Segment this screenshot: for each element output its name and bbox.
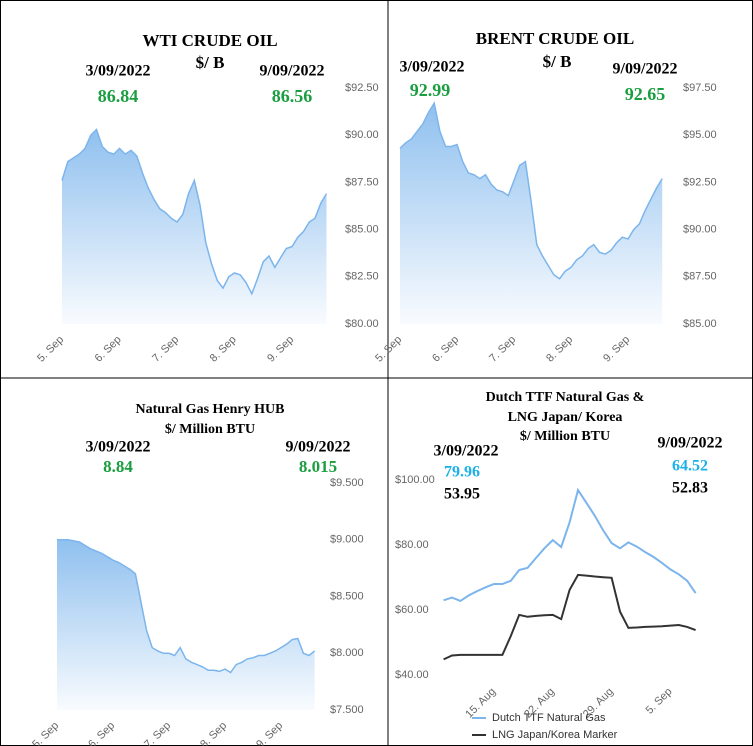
y-tick-label: $9.000: [330, 534, 364, 546]
annotation: 9/09/2022: [613, 61, 678, 78]
line: [443, 573, 696, 661]
x-tick-label: 6. Sep: [86, 720, 117, 746]
annotation: 8.015: [299, 457, 337, 476]
line: [443, 487, 697, 603]
area: [57, 539, 315, 710]
y-tick-label: $92.50: [683, 176, 717, 188]
x-tick-label: 6. Sep: [430, 334, 461, 365]
y-tick-label: $8.000: [330, 647, 364, 659]
chart-title: Dutch TTF Natural Gas &: [486, 390, 645, 405]
annotation: 3/09/2022: [86, 63, 151, 80]
y-tick-label: $92.50: [345, 82, 379, 94]
annotation: 64.52: [672, 458, 708, 475]
y-tick-label: $8.500: [330, 590, 364, 602]
area: [400, 103, 663, 324]
line: [61, 128, 328, 296]
y-tick-label: $90.00: [683, 224, 717, 236]
x-tick-label: 8. Sep: [208, 334, 239, 365]
chart-title: $/ Million BTU: [165, 422, 255, 437]
y-tick-label: $100.00: [395, 474, 435, 486]
x-tick-label: 9. Sep: [601, 334, 632, 365]
x-tick-label: 8. Sep: [544, 334, 575, 365]
annotation: 3/09/2022: [86, 439, 151, 456]
annotation: 9/09/2022: [260, 63, 325, 80]
annotation: 79.96: [444, 464, 480, 481]
annotation: 9/09/2022: [658, 435, 723, 452]
y-tick-label: $85.00: [345, 224, 379, 236]
x-tick-label: 7. Sep: [150, 334, 181, 365]
y-tick-label: $95.00: [683, 129, 717, 141]
y-tick-label: $60.00: [395, 604, 429, 616]
y-tick-label: $7.500: [330, 704, 364, 716]
chart-title: WTI CRUDE OIL: [142, 31, 277, 50]
chart-title: BRENT CRUDE OIL: [476, 29, 634, 48]
legend-label: Dutch TTF Natural Gas: [492, 712, 606, 724]
y-tick-label: $9.500: [330, 477, 364, 489]
y-tick-label: $40.00: [395, 669, 429, 681]
annotation: 86.56: [272, 86, 313, 106]
x-tick-label: 9. Sep: [265, 334, 296, 365]
annotation: 3/09/2022: [434, 443, 499, 460]
x-tick-label: 6. Sep: [93, 334, 124, 365]
line: [399, 101, 663, 280]
chart-title: LNG Japan/ Korea: [508, 410, 623, 425]
y-tick-label: $87.50: [683, 271, 717, 283]
x-tick-label: 5. Sep: [373, 334, 404, 365]
annotation: 92.65: [625, 84, 666, 104]
annotation: 53.95: [444, 486, 480, 503]
y-tick-label: $80.00: [345, 318, 379, 330]
chart-title: Natural Gas Henry HUB: [136, 402, 285, 417]
x-tick-label: 9. Sep: [254, 720, 285, 746]
y-tick-label: $87.50: [345, 176, 379, 188]
x-tick-label: 7. Sep: [487, 334, 518, 365]
y-tick-label: $85.00: [683, 318, 717, 330]
x-tick-label: 8. Sep: [198, 720, 229, 746]
x-tick-label: 5. Sep: [35, 334, 66, 365]
annotation: 9/09/2022: [286, 439, 351, 456]
legend-label: LNG Japan/Korea Marker: [492, 729, 618, 741]
y-tick-label: $97.50: [683, 82, 717, 94]
annotation: 3/09/2022: [400, 59, 465, 76]
annotation: 86.84: [98, 86, 139, 106]
annotation: 92.99: [410, 80, 451, 100]
chart-title: $/ B: [543, 52, 572, 71]
y-tick-label: $82.50: [345, 271, 379, 283]
annotation: 52.83: [672, 480, 708, 497]
line: [57, 539, 316, 674]
y-tick-label: $80.00: [395, 539, 429, 551]
x-tick-label: 5. Sep: [30, 720, 61, 746]
y-tick-label: $90.00: [345, 129, 379, 141]
x-tick-label: 5. Sep: [644, 686, 675, 717]
x-tick-label: 7. Sep: [142, 720, 173, 746]
chart-title: $/ B: [196, 53, 225, 72]
annotation: 8.84: [103, 457, 133, 476]
area: [62, 129, 327, 324]
chart-title: $/ Million BTU: [520, 429, 610, 444]
